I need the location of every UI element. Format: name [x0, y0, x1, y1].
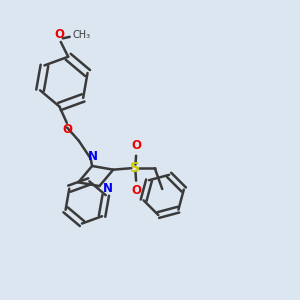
Text: S: S [130, 161, 140, 175]
Text: O: O [131, 184, 141, 197]
Text: O: O [62, 124, 72, 136]
Text: CH₃: CH₃ [73, 30, 91, 40]
Text: O: O [131, 139, 141, 152]
Text: N: N [103, 182, 113, 195]
Text: O: O [54, 28, 64, 41]
Text: N: N [88, 150, 98, 163]
